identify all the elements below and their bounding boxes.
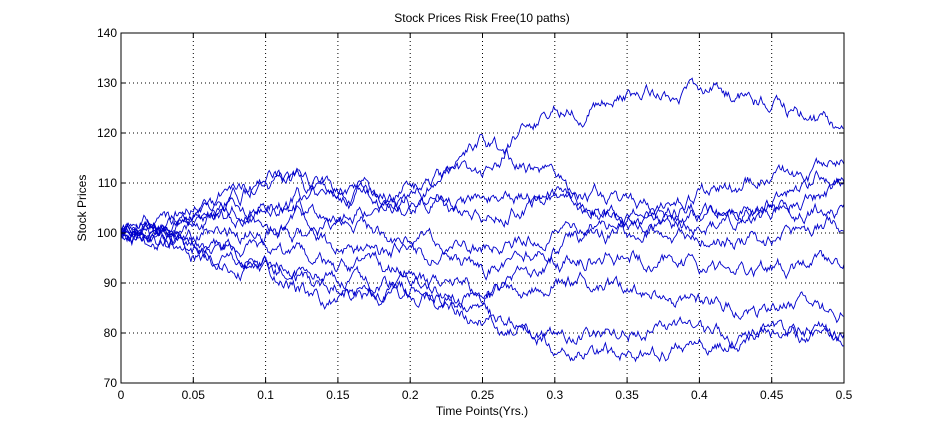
x-tick-label: 0.5 xyxy=(836,388,853,402)
x-tick-label: 0.15 xyxy=(326,388,350,402)
x-tick-label: 0.35 xyxy=(615,388,639,402)
x-tick-label: 0.05 xyxy=(182,388,206,402)
y-axis-label: Stock Prices xyxy=(75,175,89,242)
y-tick-label: 90 xyxy=(104,276,118,290)
y-tick-label: 110 xyxy=(98,176,117,190)
series-line-9 xyxy=(120,226,845,353)
x-tick-label: 0.2 xyxy=(402,388,419,402)
y-tick-label: 140 xyxy=(97,26,117,40)
series-line-2 xyxy=(120,133,845,236)
series-line-10 xyxy=(120,227,845,363)
x-tick-label: 0.45 xyxy=(760,388,784,402)
y-tick-label: 100 xyxy=(97,226,117,240)
x-tick-label: 0.1 xyxy=(257,388,274,402)
series-line-4 xyxy=(120,156,845,243)
grid-lines xyxy=(121,33,844,383)
series-line-5 xyxy=(120,199,845,256)
series-line-3 xyxy=(120,164,845,237)
y-tick-label: 120 xyxy=(97,126,117,140)
x-tick-label: 0.25 xyxy=(471,388,495,402)
x-tick-label: 0 xyxy=(118,388,125,402)
y-tick-label: 80 xyxy=(104,326,118,340)
series-line-1 xyxy=(120,77,845,241)
axis-ticks: 0 0.05 0.1 0.15 0.2 0.25 0.3 0.35 0.4 0.45 0.5 70 80… xyxy=(97,26,853,402)
x-tick-label: 0.4 xyxy=(691,388,708,402)
x-tick-label: 0.3 xyxy=(546,388,563,402)
x-axis-label: Time Points(Yrs.) xyxy=(436,404,528,418)
y-tick-label: 130 xyxy=(97,76,117,90)
y-tick-label: 70 xyxy=(104,376,118,390)
series-line-7 xyxy=(120,223,845,305)
chart-title: Stock Prices Risk Free(10 paths) xyxy=(394,11,569,25)
series-line-6 xyxy=(120,214,845,281)
series-lines xyxy=(120,77,845,363)
series-line-8 xyxy=(120,231,845,324)
